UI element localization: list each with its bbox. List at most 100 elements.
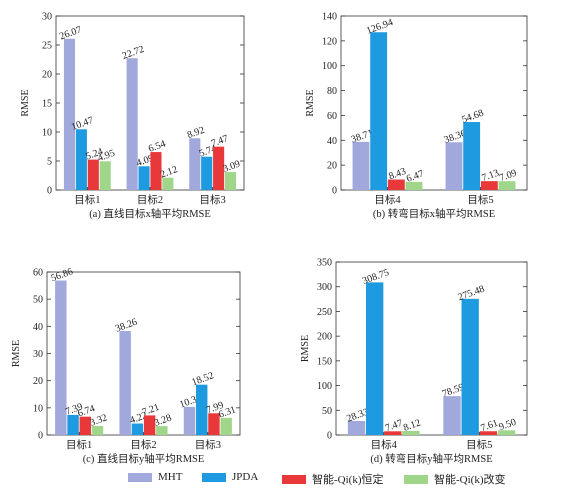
chart-panel-1: 051015202530RMSE26.0710.475.244.95目标122.…: [20, 12, 245, 220]
y-tick-label: 100: [322, 61, 337, 72]
y-tick-label: 0: [327, 431, 332, 442]
bar: [497, 430, 516, 435]
legend-item-jpda: JPDA: [202, 471, 258, 483]
bar: [479, 431, 497, 435]
x-tick-label: 目标2: [137, 194, 163, 206]
legend-item-mht: MHT: [128, 471, 182, 483]
data-label: 6.54: [147, 139, 167, 155]
bar: [443, 396, 461, 435]
bar: [463, 122, 481, 190]
y-tick-label: 30: [33, 349, 43, 360]
bar: [138, 166, 150, 190]
chart-caption: (a) 直线目标x轴平均RMSE: [89, 207, 211, 220]
y-axis-label: RMSE: [300, 335, 311, 362]
y-axis-label: RMSE: [305, 89, 316, 116]
data-label: 3.28: [153, 413, 173, 429]
x-tick-label: 目标3: [195, 439, 221, 451]
y-tick-label: 30: [42, 12, 52, 23]
chart-panel-4: 050100150200250300350RMSE28.33308.757.47…: [300, 258, 528, 465]
bar: [208, 413, 220, 435]
legend-item-q-varying: 智能-Qi(k)改变: [404, 471, 506, 487]
legend-label-jpda: JPDA: [232, 471, 259, 483]
chart-caption: (b) 转弯目标x轴平均RMSE: [373, 207, 495, 220]
y-tick-label: 5: [47, 157, 52, 168]
data-label: 8.92: [186, 125, 206, 141]
x-tick-label: 目标1: [74, 194, 100, 206]
bar: [370, 32, 388, 190]
y-tick-label: 100: [317, 381, 332, 392]
legend-item-q-fixed: 智能-Qi(k)恒定: [282, 471, 384, 487]
bar: [131, 423, 144, 435]
x-tick-label: 目标4: [374, 194, 401, 206]
bar: [55, 280, 67, 435]
bar: [224, 172, 237, 190]
y-tick-label: 350: [317, 258, 332, 269]
bar: [63, 38, 76, 190]
legend-label-q-varying: 智能-Qi(k)改变: [434, 474, 506, 486]
y-tick-label: 0: [38, 431, 43, 442]
bar: [445, 142, 463, 190]
bar: [461, 298, 479, 435]
bar: [196, 384, 208, 435]
legend-swatch-jpda: [202, 472, 226, 482]
y-tick-label: 50: [33, 295, 43, 306]
bar: [352, 141, 370, 190]
bar: [189, 138, 201, 190]
bar: [480, 181, 498, 190]
x-tick-label: 目标4: [371, 439, 398, 451]
data-label: 3.09: [222, 159, 242, 175]
bar: [87, 159, 99, 190]
bar: [126, 58, 138, 190]
legend-label-mht: MHT: [158, 471, 183, 483]
y-tick-label: 80: [327, 86, 337, 97]
y-tick-label: 120: [322, 36, 337, 47]
legend-swatch-mht: [128, 472, 152, 482]
bar: [387, 179, 405, 190]
bar: [366, 282, 384, 435]
y-tick-label: 0: [47, 186, 52, 197]
x-tick-label: 目标5: [466, 439, 492, 451]
chart-caption: (d) 转弯目标y轴平均RMSE: [370, 452, 492, 465]
y-tick-label: 20: [42, 70, 52, 81]
y-tick-label: 40: [33, 322, 43, 333]
bar: [119, 331, 131, 435]
bar: [79, 416, 91, 435]
y-tick-label: 15: [42, 99, 52, 110]
bar: [498, 181, 516, 190]
bar: [99, 161, 111, 190]
y-tick-label: 60: [327, 111, 337, 122]
data-label: 7.47: [210, 133, 230, 149]
bar: [67, 414, 79, 435]
legend-label-q-fixed: 智能-Qi(k)恒定: [312, 474, 384, 486]
y-tick-label: 0: [332, 186, 337, 197]
bar: [162, 177, 174, 190]
y-tick-label: 150: [317, 356, 332, 367]
bar: [150, 152, 162, 190]
y-tick-label: 250: [317, 307, 332, 318]
y-tick-label: 140: [322, 12, 337, 23]
y-tick-label: 25: [42, 41, 52, 52]
legend: MHT JPDA 智能-Qi(k)恒定 智能-Qi(k)改变: [0, 467, 583, 489]
bar: [201, 156, 213, 190]
y-tick-label: 10: [33, 403, 43, 414]
y-axis-label: RMSE: [20, 89, 31, 116]
bar: [143, 415, 156, 435]
chart-panel-3: 0102030405060RMSE56.867.396.743.32目标138.…: [11, 266, 241, 465]
x-tick-label: 目标5: [467, 194, 493, 206]
x-tick-label: 目标2: [130, 439, 156, 451]
y-tick-label: 40: [327, 136, 337, 147]
y-tick-label: 50: [322, 406, 332, 417]
bar: [156, 426, 168, 435]
y-tick-label: 60: [33, 268, 43, 279]
y-tick-label: 20: [33, 376, 43, 387]
legend-swatch-q-fixed: [282, 474, 306, 484]
bar: [213, 146, 225, 190]
chart-panel-2: 020406080100120140RMSE38.71126.948.436.4…: [305, 12, 528, 220]
y-tick-label: 200: [317, 332, 332, 343]
bar: [183, 406, 196, 435]
bar: [347, 420, 366, 435]
y-tick-label: 20: [327, 161, 337, 172]
y-axis-label: RMSE: [11, 340, 22, 367]
bar: [405, 181, 423, 190]
